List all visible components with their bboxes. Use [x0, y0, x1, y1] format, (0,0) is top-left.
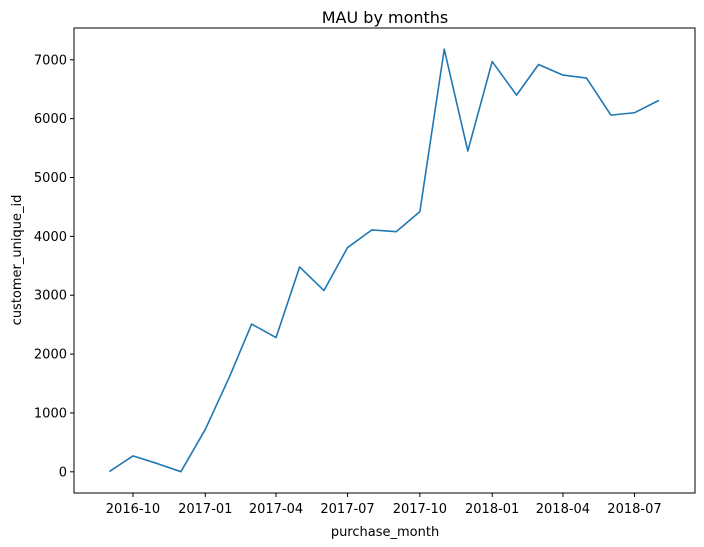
y-axis-label: customer_unique_id — [10, 195, 25, 326]
x-axis-label: purchase_month — [331, 525, 439, 540]
x-tick-label: 2016-10 — [106, 502, 160, 517]
x-tick-label: 2017-10 — [393, 502, 447, 517]
y-tick-label: 6000 — [34, 112, 67, 127]
y-tick-label: 0 — [59, 465, 67, 480]
x-axis: 2016-10 2017-01 2017-04 2017-07 2017-10 2018-… — [106, 493, 662, 517]
y-tick-label: 2000 — [34, 348, 67, 363]
y-tick-label: 4000 — [34, 230, 67, 245]
x-tick-label: 2018-04 — [536, 502, 590, 517]
y-tick-label: 3000 — [34, 289, 67, 304]
chart-title: MAU by months — [322, 8, 449, 27]
series-line — [108, 48, 660, 473]
y-tick-label: 5000 — [34, 171, 67, 186]
y-tick-label: 7000 — [34, 53, 67, 68]
x-tick-label: 2017-01 — [178, 502, 232, 517]
x-tick-label: 2018-01 — [465, 502, 519, 517]
x-tick-label: 2018-07 — [607, 502, 661, 517]
series-points — [108, 48, 660, 474]
y-tick-label: 1000 — [34, 406, 67, 421]
x-tick-label: 2017-04 — [249, 502, 303, 517]
plot-frame — [73, 27, 696, 494]
y-axis: 0 1000 2000 3000 4000 5000 6000 7000 — [34, 53, 74, 480]
x-tick-label: 2017-07 — [320, 502, 374, 517]
